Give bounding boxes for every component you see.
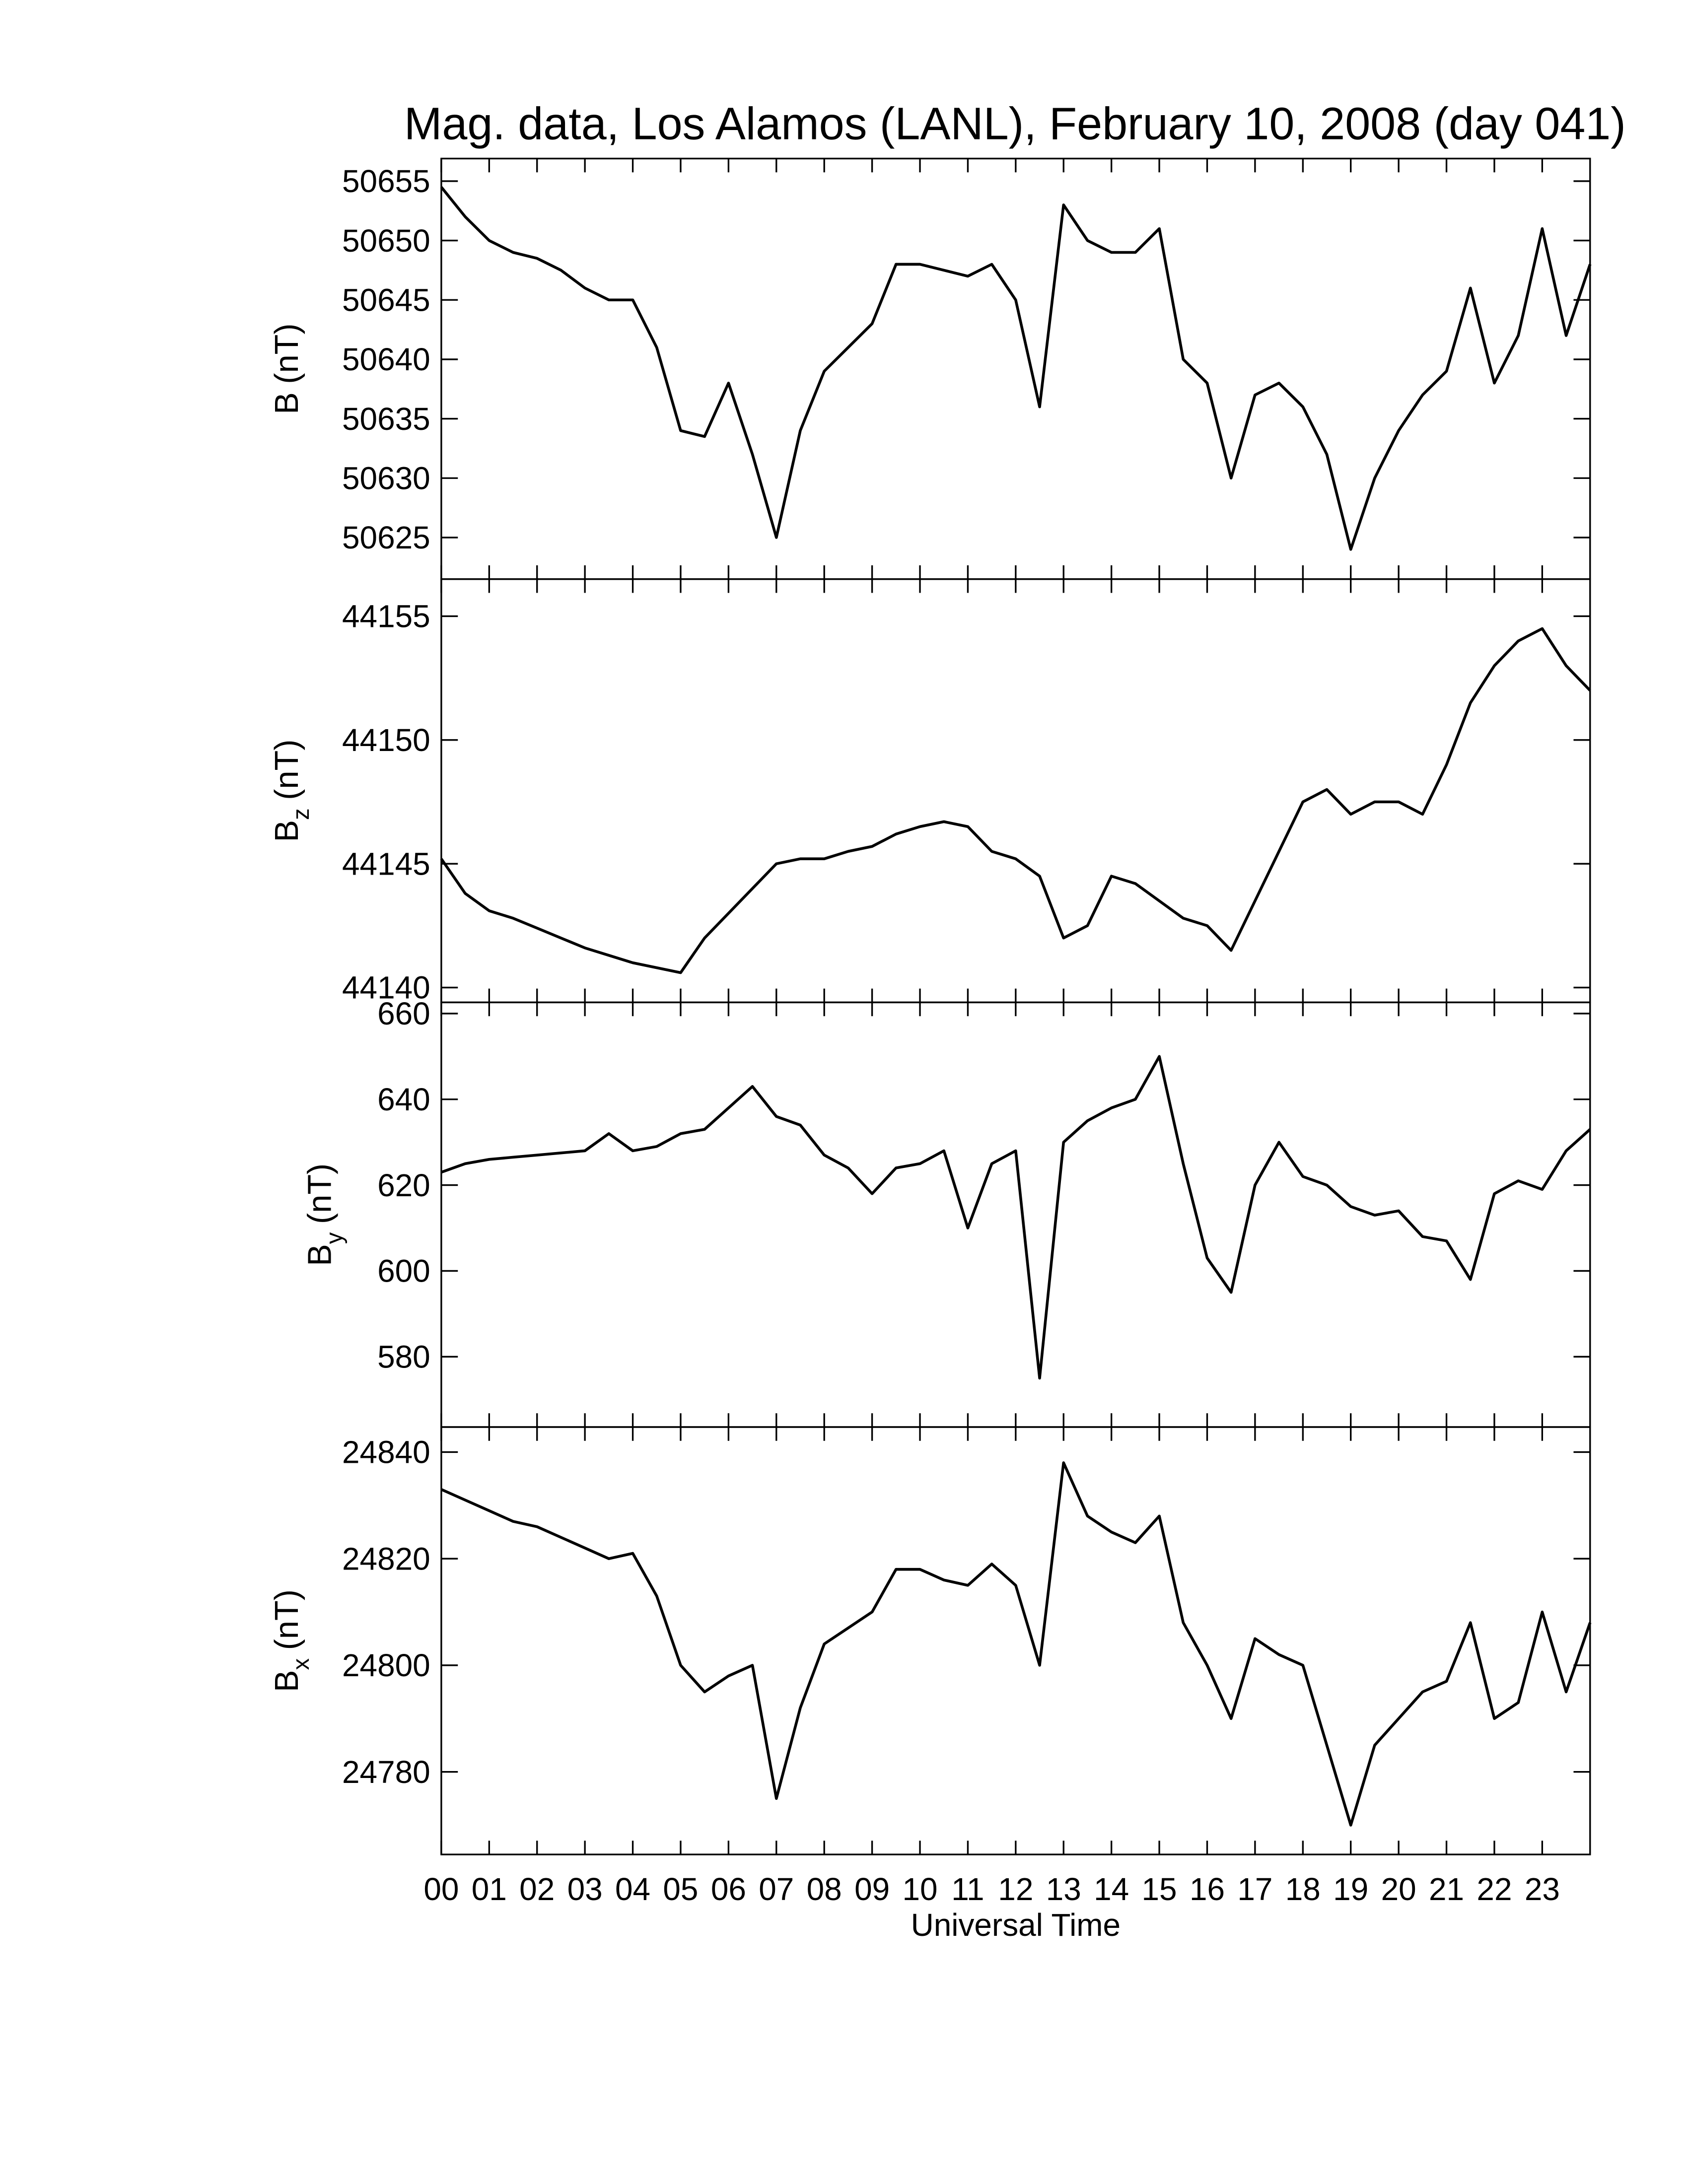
x-tick-label: 06 xyxy=(711,1871,746,1907)
y-axis-label-symbol: B xyxy=(269,820,305,842)
y-tick-label: 24820 xyxy=(342,1541,430,1576)
x-tick-label: 23 xyxy=(1525,1871,1560,1907)
x-tick-label: 14 xyxy=(1094,1871,1129,1907)
y-axis-label-symbol: B xyxy=(269,392,305,414)
y-axis-label: Bx (nT) xyxy=(269,1589,314,1692)
y-tick-label: 50645 xyxy=(342,282,430,318)
x-tick-label: 22 xyxy=(1477,1871,1512,1907)
y-axis-label: Bz (nT) xyxy=(269,740,314,842)
y-axis-label-symbol: B xyxy=(302,1244,339,1266)
y-tick-label: 640 xyxy=(377,1082,430,1117)
y-tick-label: 44155 xyxy=(342,599,430,634)
y-axis-label-unit: (nT) xyxy=(269,740,305,800)
y-tick-label: 50655 xyxy=(342,163,430,199)
x-tick-label: 05 xyxy=(663,1871,698,1907)
y-axis-label-unit: (nT) xyxy=(269,1589,305,1650)
x-tick-label: 18 xyxy=(1285,1871,1321,1907)
x-tick-label: 08 xyxy=(807,1871,842,1907)
x-tick-label: 13 xyxy=(1046,1871,1081,1907)
x-tick-label: 02 xyxy=(519,1871,555,1907)
x-tick-label: 01 xyxy=(472,1871,507,1907)
x-tick-label: 15 xyxy=(1142,1871,1177,1907)
y-tick-label: 50630 xyxy=(342,460,430,496)
x-tick-label: 12 xyxy=(998,1871,1033,1907)
x-tick-label: 20 xyxy=(1381,1871,1416,1907)
x-tick-label: 21 xyxy=(1429,1871,1464,1907)
y-axis-label-symbol: B xyxy=(269,1670,305,1692)
y-tick-label: 24800 xyxy=(342,1647,430,1683)
x-tick-label: 16 xyxy=(1190,1871,1225,1907)
y-tick-label: 580 xyxy=(377,1339,430,1374)
data-line xyxy=(440,1055,1591,1380)
x-tick-label: 19 xyxy=(1333,1871,1368,1907)
y-tick-label: 44145 xyxy=(342,846,430,882)
y-tick-label: 50640 xyxy=(342,341,430,377)
y-axis-label-unit: (nT) xyxy=(302,1163,339,1224)
y-tick-label: 50650 xyxy=(342,223,430,259)
x-axis-label: Universal Time xyxy=(911,1907,1121,1943)
data-line xyxy=(440,1461,1592,1827)
y-tick-label: 620 xyxy=(377,1167,430,1203)
y-tick-label: 44140 xyxy=(342,970,430,1006)
x-tick-label: 07 xyxy=(759,1871,794,1907)
y-axis-label-subscript: z xyxy=(288,808,314,820)
x-tick-label: 11 xyxy=(951,1871,984,1907)
y-tick-label: 50635 xyxy=(342,401,430,437)
x-tick-label: 03 xyxy=(567,1871,603,1907)
y-tick-label: 660 xyxy=(377,996,430,1031)
y-axis-label: By (nT) xyxy=(302,1163,348,1266)
data-line xyxy=(440,186,1592,551)
x-tick-label: 10 xyxy=(902,1871,937,1907)
y-axis-label-subscript: y xyxy=(321,1232,348,1244)
x-tick-label: 04 xyxy=(615,1871,650,1907)
y-tick-label: 24840 xyxy=(342,1434,430,1470)
data-line xyxy=(440,627,1591,974)
x-tick-label: 00 xyxy=(423,1871,459,1907)
y-axis-label-subscript: x xyxy=(288,1658,314,1670)
y-axis-label-unit: (nT) xyxy=(269,323,305,384)
y-tick-label: 50625 xyxy=(342,520,430,555)
y-axis-label: B (nT) xyxy=(269,323,305,414)
x-tick-label: 17 xyxy=(1237,1871,1272,1907)
y-tick-label: 600 xyxy=(377,1253,430,1289)
x-tick-label: 09 xyxy=(854,1871,890,1907)
y-tick-label: 44150 xyxy=(342,722,430,758)
y-tick-label: 24780 xyxy=(342,1754,430,1790)
chart-title: Mag. data, Los Alamos (LANL), February 1… xyxy=(404,99,1626,149)
